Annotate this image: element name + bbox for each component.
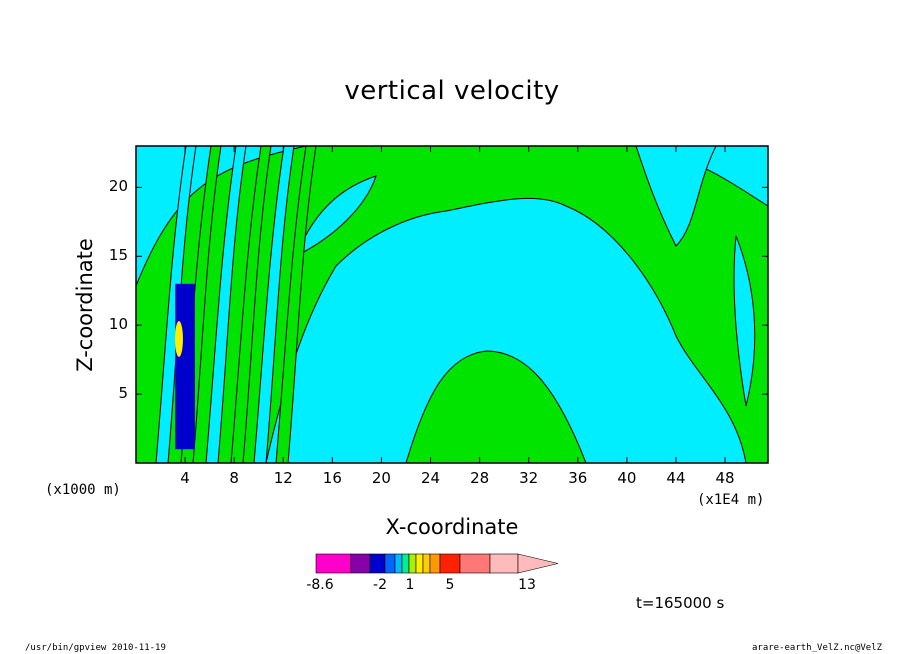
x-tick-label: 28 bbox=[470, 469, 490, 487]
colorbar-tick-label: 5 bbox=[445, 577, 455, 593]
contour-field bbox=[136, 146, 768, 463]
negative-dome bbox=[265, 197, 747, 463]
colorbar-swatch bbox=[394, 553, 403, 574]
colorbar-arrow bbox=[517, 553, 559, 574]
x-tick-label: 36 bbox=[568, 469, 588, 487]
x-tick-label: 44 bbox=[666, 469, 686, 487]
colorbar-tick-label: 13 bbox=[518, 577, 536, 593]
colorbar-swatch bbox=[384, 553, 396, 574]
chart-title: vertical velocity bbox=[344, 76, 560, 106]
x-unit-right: (x1E4 m) bbox=[697, 492, 765, 508]
time-label: t=165000 s bbox=[636, 594, 725, 612]
negative-lobe-right bbox=[635, 146, 717, 247]
negative-lobe bbox=[295, 175, 377, 258]
stripe bbox=[253, 146, 295, 463]
y-tick-label: 10 bbox=[108, 315, 128, 334]
strong-positive-spot bbox=[174, 320, 183, 357]
x-tick-label: 4 bbox=[180, 469, 190, 487]
plot-frame bbox=[135, 145, 769, 464]
y-tick-label: 5 bbox=[118, 384, 128, 403]
x-tick-label: 32 bbox=[519, 469, 539, 487]
x-tick-label: 12 bbox=[273, 469, 293, 487]
footer-right: arare-earth_VelZ.nc@VelZ bbox=[752, 643, 883, 653]
colorbar-tick-label: -8.6 bbox=[306, 577, 334, 593]
strong-negative-column bbox=[175, 283, 195, 450]
stripe bbox=[205, 146, 247, 463]
colorbar-swatch bbox=[408, 553, 417, 574]
colorbar-swatch bbox=[315, 553, 352, 574]
x-tick-label: 24 bbox=[420, 469, 441, 487]
x-unit-left: (x1000 m) bbox=[45, 482, 121, 498]
colorbar-swatch bbox=[459, 553, 491, 574]
colorbar-tick-label: -2 bbox=[373, 577, 387, 593]
x-tick-label: 48 bbox=[715, 469, 735, 487]
colorbar-swatch bbox=[429, 553, 441, 574]
positive-hump bbox=[405, 350, 587, 463]
x-tick-label: 8 bbox=[229, 469, 239, 487]
x-tick-label: 16 bbox=[322, 469, 342, 487]
x-tick-label: 40 bbox=[617, 469, 637, 487]
colorbar-swatch bbox=[350, 553, 371, 574]
colorbar-swatch bbox=[401, 553, 410, 574]
colorbar-swatch bbox=[422, 553, 431, 574]
colorbar-swatch bbox=[415, 553, 424, 574]
colorbar-tick-label: 1 bbox=[405, 577, 415, 593]
y-tick-label: 15 bbox=[108, 246, 128, 265]
y-tick-label: 20 bbox=[108, 177, 128, 196]
x-tick-label: 20 bbox=[371, 469, 391, 487]
negative-lobe-right-lower bbox=[733, 235, 756, 407]
colorbar-swatch bbox=[369, 553, 386, 574]
x-axis-label: X-coordinate bbox=[385, 515, 519, 539]
colorbar-swatch bbox=[439, 553, 461, 574]
stripe bbox=[275, 146, 317, 463]
footer-left: /usr/bin/gpview 2010-11-19 bbox=[25, 643, 166, 653]
colorbar-swatch bbox=[489, 553, 519, 574]
stripe bbox=[230, 146, 272, 463]
